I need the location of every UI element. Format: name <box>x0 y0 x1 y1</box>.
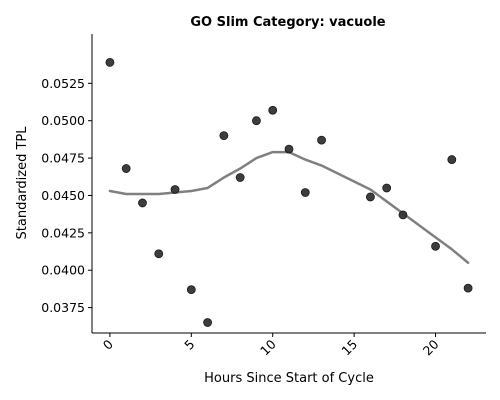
scatter-point <box>138 198 147 208</box>
scatter-point <box>105 58 115 67</box>
scatter-point <box>170 185 180 194</box>
y-tick-label: 0.0375 <box>41 300 85 315</box>
scatter-point <box>366 192 375 202</box>
y-tick-label: 0.0450 <box>41 188 85 203</box>
scatter-point <box>431 241 440 251</box>
scatter-point <box>154 249 164 259</box>
y-tick-label: 0.0400 <box>41 263 85 278</box>
scatter-point <box>284 144 294 154</box>
chart-title: GO Slim Category: vacuole <box>190 15 385 30</box>
scatter-point <box>268 105 278 115</box>
scatter-point <box>300 188 310 197</box>
x-tick-label: 20 <box>420 336 442 358</box>
y-tick-label: 0.0525 <box>41 76 85 91</box>
y-tick-label: 0.0425 <box>41 225 85 240</box>
y-tick-label: 0.0500 <box>41 113 85 128</box>
x-tick-label: 5 <box>181 337 197 353</box>
scatter-point <box>317 135 326 145</box>
scatter-point <box>186 285 196 295</box>
x-axis-ticks: 0 5 10 15 20 <box>100 333 442 358</box>
y-tick-label: 0.0475 <box>41 151 85 166</box>
y-axis-ticks: 0.0375 0.0400 0.0425 0.0450 0.0475 0.0500 0.05… <box>41 76 92 315</box>
scatter-point <box>235 173 245 182</box>
scatter-point <box>463 283 473 293</box>
scatter-point <box>121 164 131 173</box>
scatter-point <box>203 318 212 327</box>
trend-line <box>108 150 470 264</box>
scatter-point <box>219 131 229 141</box>
scatter-point <box>252 116 261 126</box>
x-axis-label: Hours Since Start of Cycle <box>204 371 374 386</box>
scatter-point <box>447 155 457 164</box>
scatter-point <box>382 183 392 193</box>
x-tick-label: 15 <box>338 337 360 359</box>
y-axis-label: Standardized TPL <box>15 126 30 240</box>
x-tick-label: 0 <box>100 336 116 352</box>
x-tick-label: 10 <box>257 336 279 358</box>
plot-area <box>105 58 473 327</box>
scatter-point <box>398 210 408 220</box>
